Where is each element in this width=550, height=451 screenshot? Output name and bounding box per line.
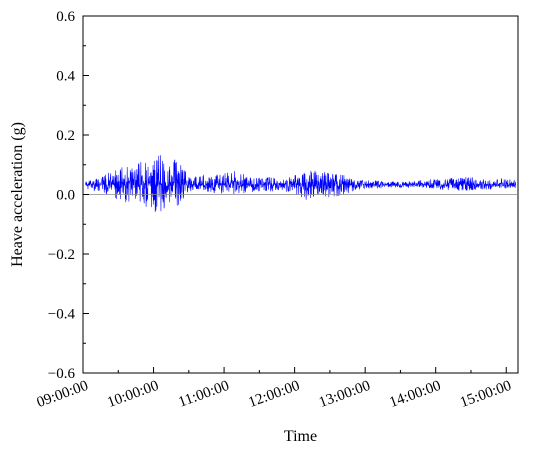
x-axis-label: Time xyxy=(284,428,317,445)
x-tick-label: 13:00:00 xyxy=(317,378,373,411)
y-tick-label: 0.2 xyxy=(56,128,75,144)
x-tick-label: 12:00:00 xyxy=(246,378,302,411)
y-tick-label: −0.6 xyxy=(48,366,76,382)
y-tick-label: 0.0 xyxy=(56,188,75,204)
plot-area xyxy=(85,155,516,212)
x-axis: 09:00:00 10:00:00 11:00:00 12:00:00 13:00:00… xyxy=(35,367,514,411)
y-tick-label: −0.2 xyxy=(48,247,75,263)
x-tick-label: 11:00:00 xyxy=(176,378,231,411)
x-tick-label: 10:00:00 xyxy=(105,378,161,411)
x-tick-label: 14:00:00 xyxy=(387,378,443,411)
y-axis-label: Heave acceleration (g) xyxy=(9,122,26,267)
x-tick-label: 15:00:00 xyxy=(458,378,514,411)
x-tick-label: 09:00:00 xyxy=(35,378,91,411)
series-line xyxy=(85,155,516,212)
y-tick-label: 0.6 xyxy=(56,9,75,25)
y-tick-label: 0.4 xyxy=(56,69,75,85)
y-axis: −0.6 −0.4 −0.2 0.0 0.2 0.4 0.6 xyxy=(48,9,89,382)
y-tick-label: −0.4 xyxy=(48,307,76,323)
